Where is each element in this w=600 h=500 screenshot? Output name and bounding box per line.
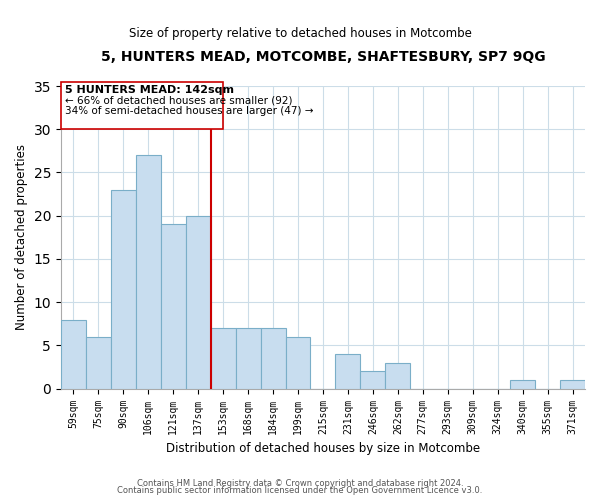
X-axis label: Distribution of detached houses by size in Motcombe: Distribution of detached houses by size … [166,442,480,455]
Y-axis label: Number of detached properties: Number of detached properties [15,144,28,330]
Bar [510,380,535,388]
Bar [236,328,260,388]
Bar [260,328,286,388]
Text: 34% of semi-detached houses are larger (47) →: 34% of semi-detached houses are larger (… [65,106,313,116]
Bar [61,320,86,388]
Text: ← 66% of detached houses are smaller (92): ← 66% of detached houses are smaller (92… [65,96,292,106]
Bar [86,337,111,388]
Bar [136,155,161,388]
Bar [385,362,410,388]
Bar [161,224,185,388]
FancyBboxPatch shape [61,82,223,129]
Title: 5, HUNTERS MEAD, MOTCOMBE, SHAFTESBURY, SP7 9QG: 5, HUNTERS MEAD, MOTCOMBE, SHAFTESBURY, … [101,50,545,64]
Text: 5 HUNTERS MEAD: 142sqm: 5 HUNTERS MEAD: 142sqm [65,85,233,95]
Bar [211,328,236,388]
Text: Contains HM Land Registry data © Crown copyright and database right 2024.: Contains HM Land Registry data © Crown c… [137,478,463,488]
Text: Contains public sector information licensed under the Open Government Licence v3: Contains public sector information licen… [118,486,482,495]
Bar [111,190,136,388]
Bar [361,372,385,388]
Bar [185,216,211,388]
Bar [335,354,361,388]
Text: Size of property relative to detached houses in Motcombe: Size of property relative to detached ho… [128,28,472,40]
Bar [286,337,310,388]
Bar [560,380,585,388]
